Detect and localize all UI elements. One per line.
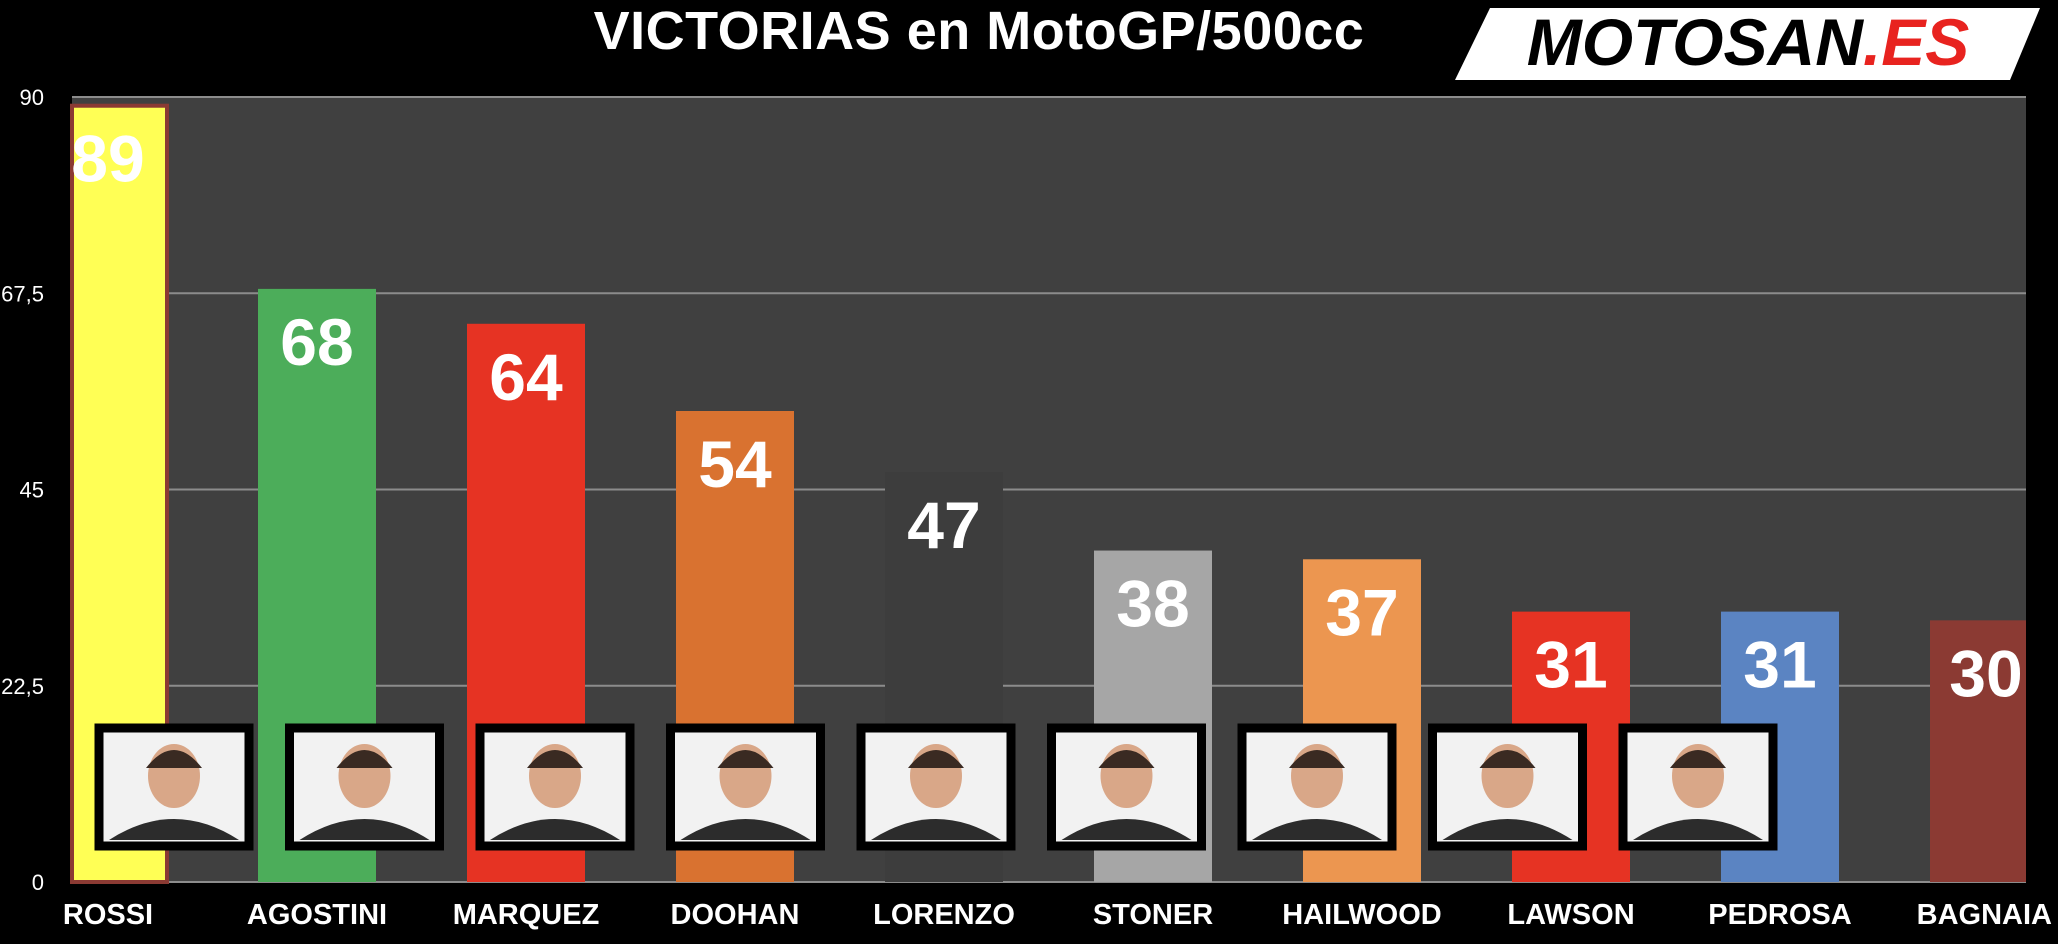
category-label: PEDROSA [1708,899,1851,931]
y-tick-label: 0 [32,870,44,895]
logo-suffix: .ES [1863,5,1969,79]
hair-icon [908,750,964,768]
hair-icon [1289,750,1345,768]
category-label: ROSSI [63,899,153,931]
y-tick-label: 67,5 [1,281,44,306]
rider-photo [1237,723,1397,851]
value-labels: 89 68 64 54 47 38 37 31 31 30 [71,122,2022,711]
hair-icon [1670,750,1726,768]
rider-photo [475,723,635,851]
value-label: 37 [1325,575,1398,649]
shoulders-icon [109,819,239,840]
value-label: 38 [1116,567,1189,641]
value-label: 89 [71,122,144,196]
category-label: AGOSTINI [247,899,387,931]
value-label: 30 [1949,636,2022,710]
rider-photo [285,723,444,851]
hair-icon [1479,750,1536,768]
category-label: STONER [1093,899,1213,931]
shoulders-icon [871,819,1001,840]
value-label: 54 [698,427,772,501]
rider-photo [94,723,254,851]
bar [1930,620,2026,882]
chart-title: VICTORIAS en MotoGP/500cc [593,1,1365,61]
logo-background [1455,8,2040,80]
hair-icon [336,750,393,768]
rider-photo [1047,723,1206,851]
rider-photo [666,723,825,851]
rider-photos [94,723,1778,851]
category-label: LORENZO [873,899,1015,931]
value-label: 31 [1743,628,1816,702]
y-tick-label: 45 [20,478,44,503]
category-label: DOOHAN [671,899,800,931]
hair-icon [146,750,202,768]
shoulders-icon [1061,819,1192,840]
rider-photo [1428,723,1587,851]
shoulders-icon [490,819,620,840]
shoulders-icon [1252,819,1382,840]
logo-main: MOTOSAN [1527,5,1864,79]
shoulders-icon [1633,819,1763,840]
y-axis-tick-labels: 0 22,5 45 67,5 90 [1,85,44,895]
category-label: MARQUEZ [453,899,600,931]
rider-photo [856,723,1016,851]
category-label: BAGNAIA [1917,899,2052,931]
y-tick-label: 90 [20,85,44,110]
value-label: 64 [489,340,563,414]
y-tick-label: 22,5 [1,674,44,699]
shoulders-icon [299,819,430,840]
motosan-logo: MOTOSAN.ES [1455,5,2040,80]
hair-icon [1098,750,1155,768]
shoulders-icon [1442,819,1573,840]
category-labels: ROSSI AGOSTINI MARQUEZ DOOHAN LORENZO STONER H… [63,899,2052,931]
gridlines [72,96,2026,883]
rider-photo [1618,723,1778,851]
category-label: HAILWOOD [1282,899,1442,931]
logo-text: MOTOSAN.ES [1527,5,1970,79]
shoulders-icon [680,819,811,840]
hair-icon [717,750,774,768]
value-label: 31 [1534,628,1607,702]
value-label: 68 [280,305,353,379]
category-label: LAWSON [1507,899,1634,931]
value-label: 47 [907,488,980,562]
hair-icon [527,750,583,768]
